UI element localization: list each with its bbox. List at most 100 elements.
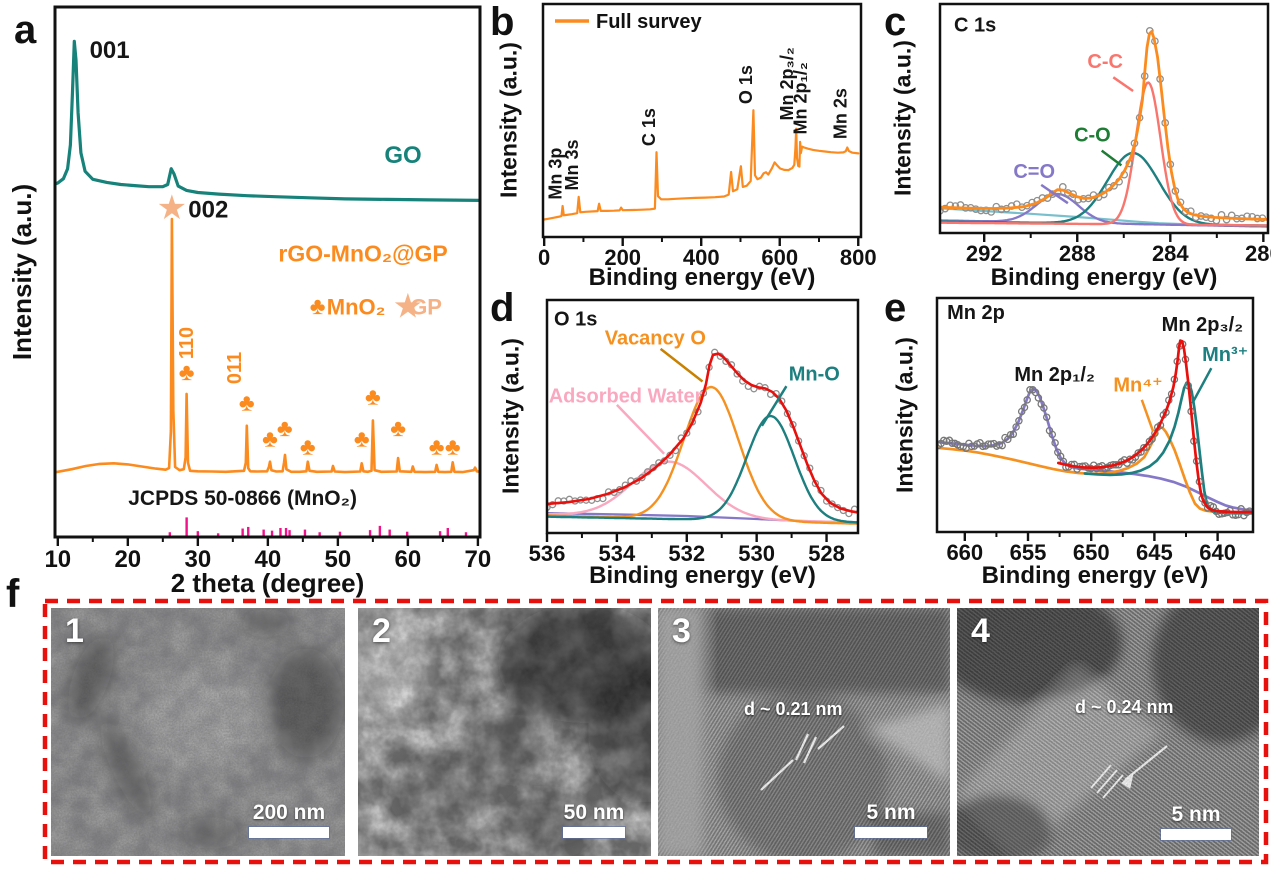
annotation-text: Mn⁴⁺ bbox=[1113, 375, 1162, 397]
panel-d-yaxis-label: Intensity (a.u.) bbox=[497, 338, 524, 494]
panel-b-letter: b bbox=[490, 0, 515, 44]
tick-label: 280 bbox=[1245, 241, 1271, 266]
data-point bbox=[1040, 404, 1048, 412]
panel-d-letter: d bbox=[490, 286, 515, 330]
annotation-text: Mn³⁺ bbox=[1202, 344, 1248, 366]
series-Full survey bbox=[543, 109, 860, 221]
annotation-text: C-C bbox=[1087, 51, 1123, 73]
tem-image-2-scalebar-label: 50 nm bbox=[563, 800, 625, 824]
tem-image-2-scalebar-bar bbox=[563, 827, 625, 838]
marker-club: ♣ bbox=[262, 425, 278, 452]
plot-frame bbox=[935, 296, 1255, 534]
marker-club: ♣ bbox=[354, 425, 370, 452]
tem-image-4-number: 4 bbox=[971, 612, 990, 650]
annotation-text: 110 bbox=[176, 327, 198, 359]
series-GO bbox=[55, 39, 480, 202]
tick-label: 800 bbox=[840, 245, 877, 270]
annotation-text: Adsorbed Water bbox=[549, 386, 703, 408]
panel-c-letter: c bbox=[884, 0, 907, 44]
data-point bbox=[1034, 394, 1043, 402]
data-point bbox=[638, 474, 646, 482]
tick-label: 400 bbox=[683, 245, 720, 270]
annotation-pointer bbox=[760, 385, 788, 427]
tem-image-2-scalebar: 50 nm bbox=[549, 801, 639, 838]
annotation-text: Vacancy O bbox=[605, 327, 706, 349]
marker-club: ♣ bbox=[310, 293, 326, 320]
data-point bbox=[1048, 430, 1057, 439]
annotation-text: C 1s bbox=[954, 15, 996, 37]
tick-label: 536 bbox=[529, 541, 566, 566]
tem-image-4-scalebar-label: 5 nm bbox=[1171, 802, 1221, 826]
annotation-text: C=O bbox=[1013, 161, 1055, 183]
annotation-pointer bbox=[1140, 399, 1155, 432]
annotation-text: Mn 2p bbox=[947, 302, 1005, 324]
panel-c-chart: 292 288 284 280 C 1s C-C C-O C=O bbox=[938, 2, 1271, 266]
data-point bbox=[1020, 403, 1029, 412]
plot-frame bbox=[545, 298, 860, 535]
tem-image-4-scalebar-bar bbox=[1161, 829, 1231, 840]
data-point bbox=[1140, 443, 1148, 452]
panel-e-letter: e bbox=[884, 286, 907, 330]
data-point bbox=[998, 441, 1006, 450]
data-point bbox=[1222, 215, 1231, 224]
tem-image-3-scalebar-label: 5 nm bbox=[866, 800, 916, 824]
tick-label: 30 bbox=[184, 546, 211, 573]
marker-club: ♣ bbox=[179, 359, 195, 386]
annotation-text: O 1s bbox=[736, 65, 756, 104]
panel-c-xaxis-label: Binding energy (eV) bbox=[990, 264, 1218, 291]
panel-a-chart: 10 20 30 40 50 60 70♣♣♣♣♣ ♣♣♣♣ ♣♣★★001002110011G… bbox=[44, 5, 491, 573]
annotation-pointer bbox=[1100, 149, 1123, 167]
tick-label: 528 bbox=[808, 541, 845, 566]
series-envelope bbox=[940, 30, 1268, 221]
marker-club: ♣ bbox=[445, 433, 461, 460]
annotation-pointer bbox=[1191, 367, 1213, 404]
data-point bbox=[1015, 417, 1023, 425]
annotation-text: Mn 2p₃/₂ bbox=[777, 47, 797, 120]
marker-club: ♣ bbox=[239, 389, 255, 416]
tem-image-1-scalebar: 200 nm bbox=[239, 801, 339, 838]
series-C-C bbox=[940, 81, 1268, 227]
panel-c-yaxis-label: Intensity (a.u.) bbox=[889, 40, 916, 196]
annotation-text: 001 bbox=[90, 37, 130, 64]
marker-club: ♣ bbox=[277, 415, 293, 442]
annotation-text: C 1s bbox=[639, 108, 659, 146]
annotation-text: rGO-MnO₂@GP bbox=[278, 240, 447, 266]
annotation-text: Mn 3s bbox=[562, 139, 582, 190]
tick-label: 660 bbox=[946, 540, 983, 565]
tem-image-3: 3 d ~ 0.21 nm 5 nm bbox=[658, 608, 950, 856]
data-point bbox=[1009, 430, 1018, 438]
annotation-text: MnO₂ bbox=[327, 294, 386, 319]
tick-label: 40 bbox=[254, 546, 281, 573]
plot-frame bbox=[53, 5, 482, 539]
tem-image-2-number: 2 bbox=[372, 612, 391, 650]
panel-f-letter: f bbox=[6, 572, 20, 616]
annotation-text: Mn 2p₁/₂ bbox=[1014, 364, 1095, 386]
marker-club: ♣ bbox=[390, 415, 406, 442]
tick-label: 655 bbox=[1010, 540, 1047, 565]
marker-club: ♣ bbox=[300, 433, 316, 460]
tick-label: 284 bbox=[1152, 241, 1189, 266]
tem-image-2: 2 50 nm bbox=[358, 608, 651, 856]
tem-image-3-texture bbox=[658, 608, 950, 856]
tick-label: 600 bbox=[761, 245, 798, 270]
tick-label: 0 bbox=[538, 245, 550, 270]
data-point bbox=[1042, 413, 1051, 421]
series-envelope bbox=[1056, 339, 1253, 514]
tem-image-3-number: 3 bbox=[672, 612, 691, 650]
panel-e-yaxis-label: Intensity (a.u.) bbox=[891, 337, 918, 493]
tem-image-4-dspacing-label: d ~ 0.24 nm bbox=[1075, 697, 1174, 717]
tick-label: 532 bbox=[668, 541, 705, 566]
tick-label: 530 bbox=[738, 541, 775, 566]
plot-frame bbox=[541, 2, 863, 239]
tick-label: 640 bbox=[1199, 540, 1236, 565]
data-point bbox=[1051, 439, 1059, 447]
tem-image-4-scalebar: 5 nm bbox=[1151, 803, 1241, 840]
annotation-text: O 1s bbox=[554, 309, 597, 331]
marker-club: ♣ bbox=[365, 384, 381, 411]
annotation-text: Mn 2p₁/₂ bbox=[790, 62, 810, 134]
panel-d-chart: 536 534 532 530 528 O 1s Vacancy O Adsorbed Wat… bbox=[529, 298, 860, 566]
annotation-text: C-O bbox=[1074, 124, 1111, 146]
tem-image-3-dspacing-label: d ~ 0.21 nm bbox=[744, 699, 843, 719]
